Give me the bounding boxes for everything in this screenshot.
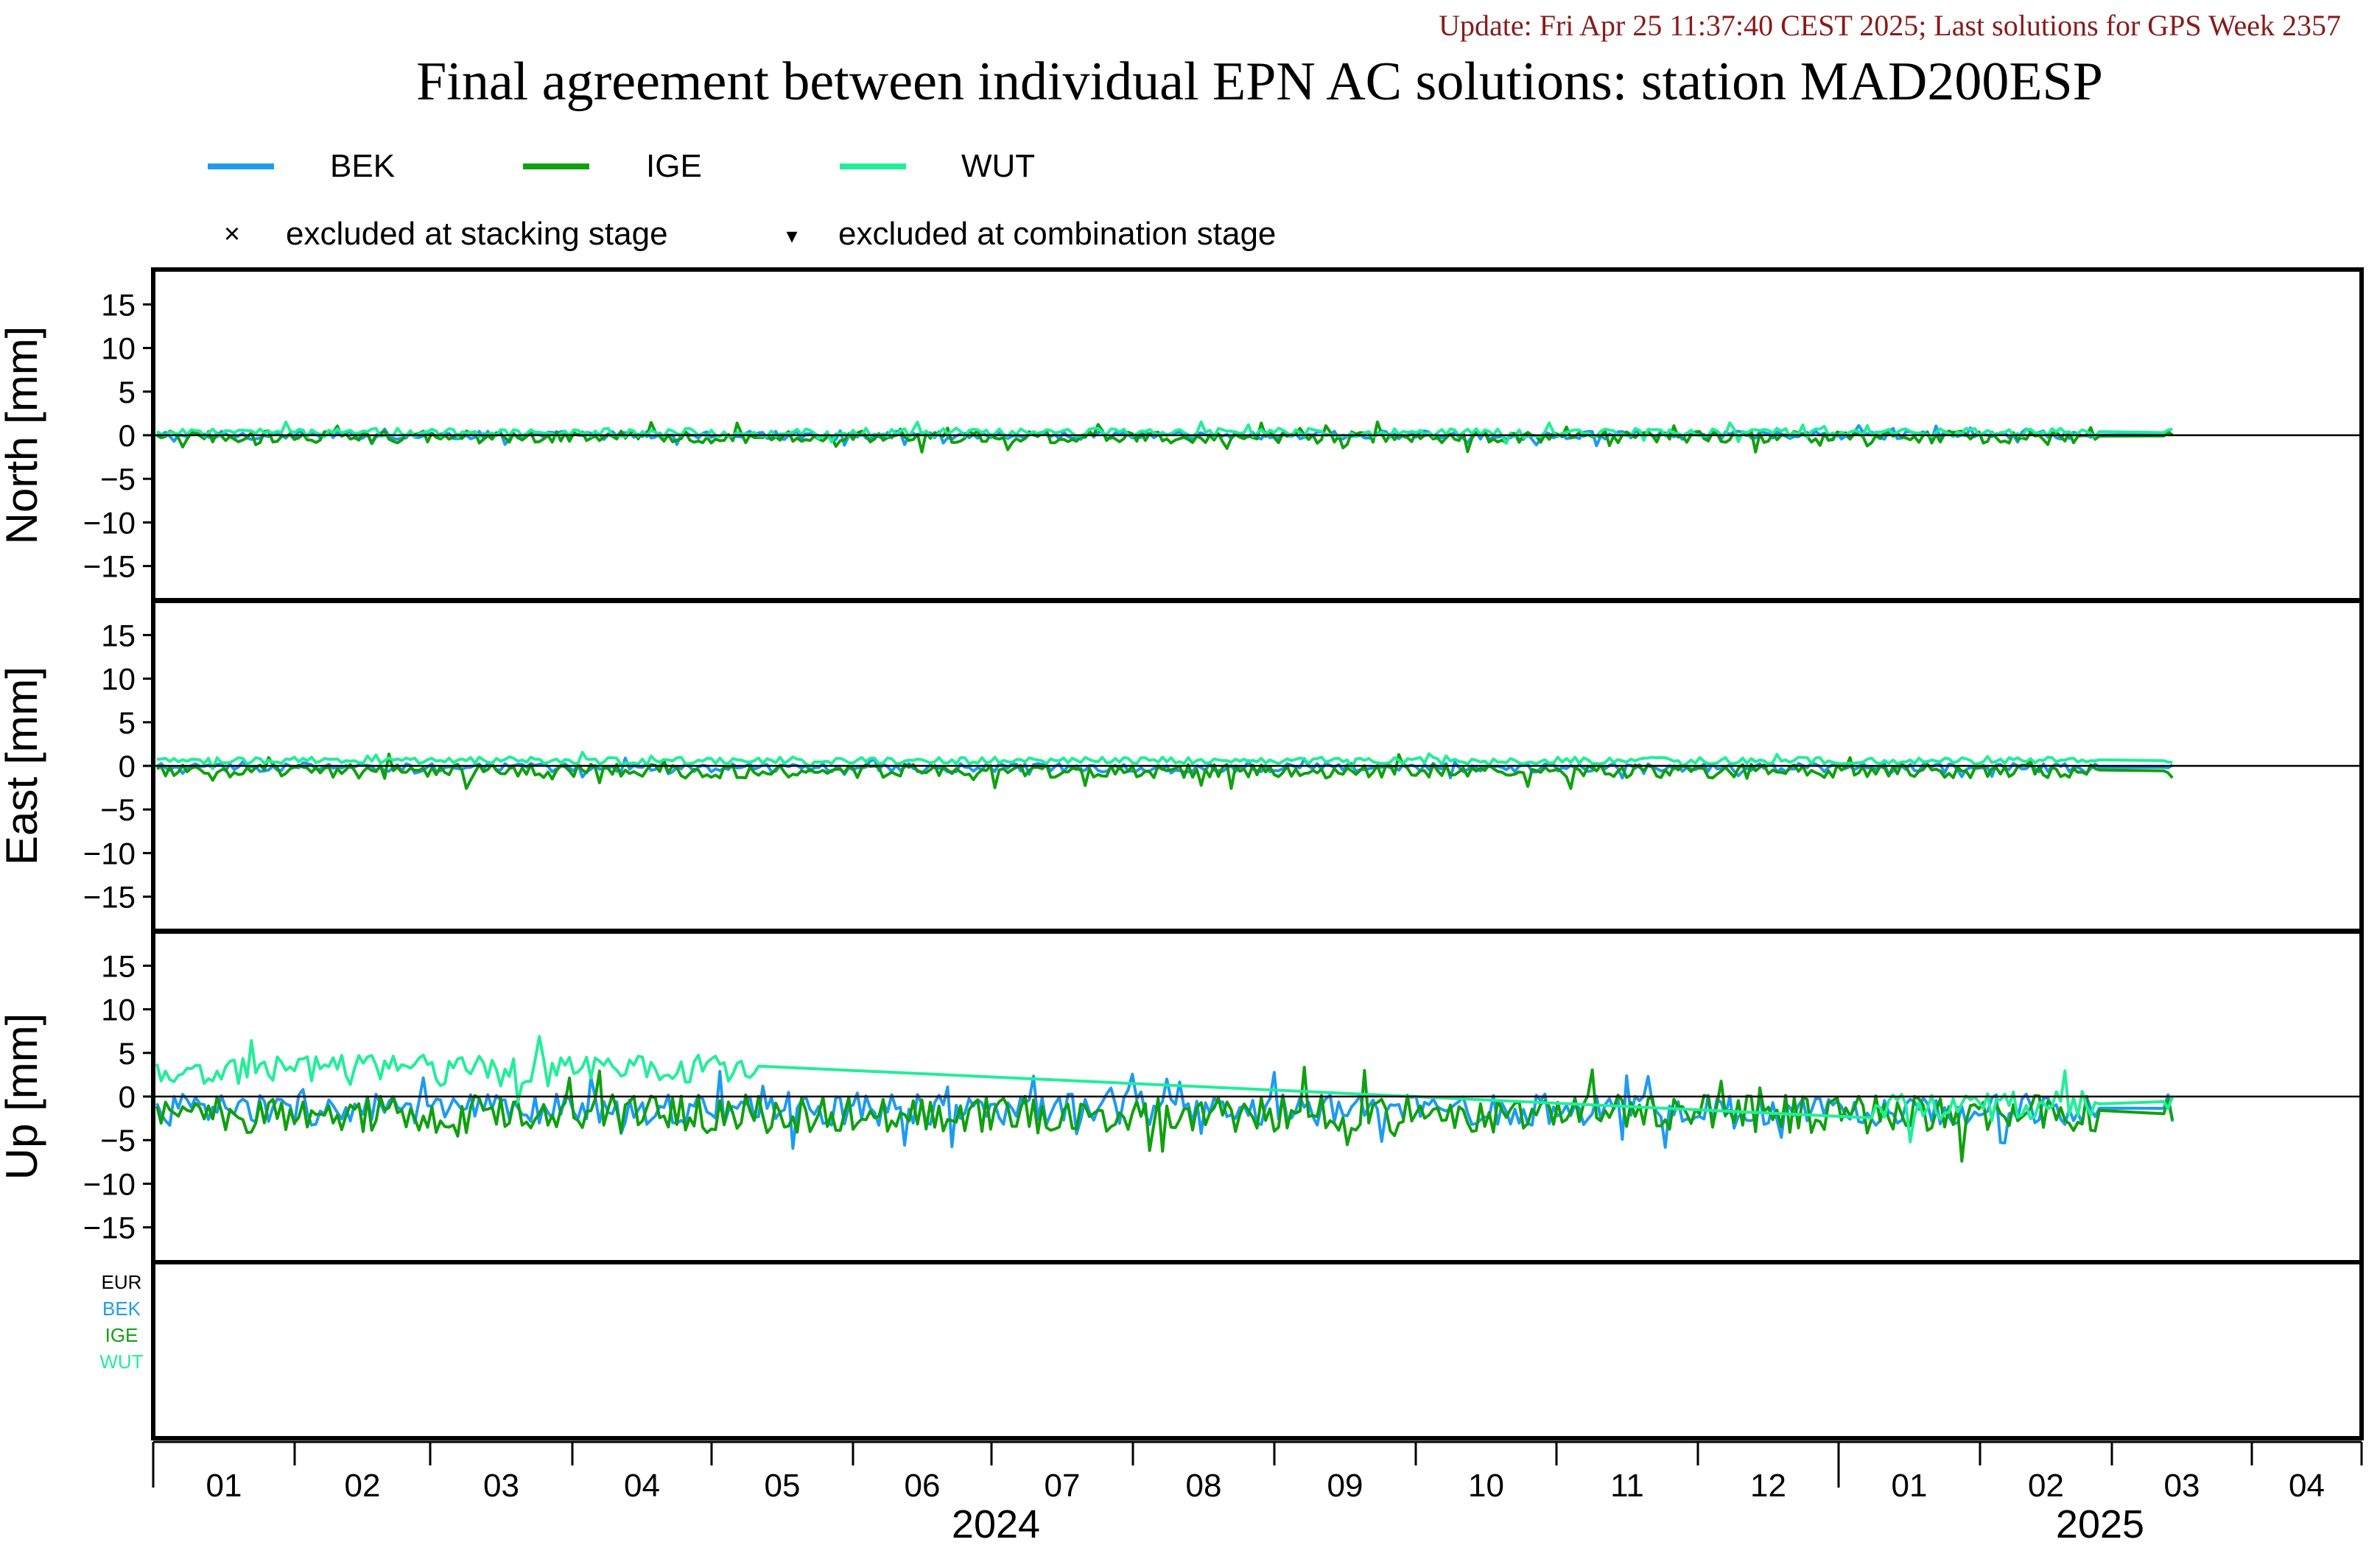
y-tick-label: 15 (101, 287, 136, 322)
exclusion-label-eur: EUR (102, 1271, 142, 1293)
exclusion-label-ige: IGE (105, 1324, 138, 1346)
x-year-label: 2025 (2056, 1502, 2144, 1545)
y-tick-label: −15 (83, 549, 136, 584)
y-tick-label: 5 (119, 1036, 136, 1071)
exclusion-label-bek: BEK (102, 1298, 141, 1320)
y-tick-label: 10 (101, 662, 136, 697)
series-line-ige (155, 1066, 2174, 1163)
panels: 15 10 5 0 −5 −10 −15 North [mm] 15 10 5 0 −5 −10 −15 Ea… (0, 267, 2364, 1264)
page-title: Final agreement between individual EPN A… (416, 52, 2103, 112)
y-tick-label: 10 (101, 331, 136, 366)
x-tick-label: 03 (483, 1468, 519, 1504)
y-tick-label: 5 (119, 705, 136, 740)
legend: BEK IGE WUT × excluded at stacking stage… (208, 148, 1276, 252)
y-tick-label: −5 (100, 792, 136, 827)
exclusion-panel-frame (151, 1260, 2364, 1440)
y-tick-label: −5 (100, 462, 136, 496)
x-tick-label: 06 (905, 1468, 941, 1504)
y-tick-label: −15 (83, 880, 136, 915)
legend-label-bek: BEK (330, 148, 395, 184)
panel-east: 15 10 5 0 −5 −10 −15 East [mm] (0, 598, 2364, 934)
y-tick-label: −10 (83, 505, 136, 540)
series-line-ige (155, 752, 2174, 790)
y-tick-label: 0 (119, 418, 136, 453)
y-axis-label: East [mm] (0, 666, 46, 865)
x-tick-label: 01 (206, 1468, 242, 1504)
y-tick-label: 0 (119, 1080, 136, 1114)
exclusion-panel-labels: EUR BEK IGE WUT (99, 1271, 143, 1373)
x-tick-label: 02 (2028, 1468, 2064, 1504)
legend-label-ige: IGE (646, 148, 702, 184)
y-axis-label: Up [mm] (0, 1013, 46, 1180)
y-tick-label: 15 (101, 618, 136, 652)
x-tick-label: 07 (1045, 1468, 1081, 1504)
y-tick-label: 5 (119, 375, 136, 409)
x-tick-label: 10 (1468, 1468, 1504, 1504)
x-tick-label: 04 (2289, 1468, 2325, 1504)
combination-marker-icon: ▾ (786, 224, 797, 248)
panel-north: 15 10 5 0 −5 −10 −15 North [mm] (0, 267, 2364, 603)
y-tick-label: −10 (83, 836, 136, 870)
y-tick-label: 10 (101, 993, 136, 1027)
y-tick-label: −15 (83, 1211, 136, 1245)
panel-up: 15 10 5 0 −5 −10 −15 Up [mm] (0, 929, 2364, 1264)
stacking-marker-icon: × (224, 219, 240, 250)
x-year-label: 2024 (952, 1502, 1040, 1545)
x-tick-label: 05 (765, 1468, 801, 1504)
x-tick-label: 01 (1892, 1468, 1928, 1504)
combination-marker-label: excluded at combination stage (838, 216, 1276, 252)
series-line-wut (156, 750, 2173, 771)
series-line-wut (155, 1035, 2174, 1144)
x-tick-label: 03 (2164, 1468, 2200, 1504)
stacking-marker-label: excluded at stacking stage (286, 216, 668, 252)
x-tick-label: 02 (345, 1468, 381, 1504)
x-axis: 01 02 03 04 05 06 07 08 09 10 11 12 01 02 03 04 2024 2025 (152, 1440, 2363, 1545)
y-axis-label: North [mm] (0, 326, 46, 545)
x-tick-label: 04 (624, 1468, 660, 1504)
x-tick-label: 12 (1750, 1468, 1786, 1504)
x-tick-label: 11 (1610, 1468, 1644, 1504)
legend-label-wut: WUT (961, 148, 1035, 184)
exclusion-label-wut: WUT (99, 1351, 143, 1373)
update-text: Update: Fri Apr 25 11:37:40 CEST 2025; L… (1439, 9, 2341, 42)
x-tick-label: 08 (1186, 1468, 1222, 1504)
y-tick-label: −5 (100, 1123, 136, 1158)
y-tick-label: −10 (83, 1166, 136, 1201)
y-tick-label: 15 (101, 949, 136, 983)
y-tick-label: 0 (119, 749, 136, 784)
x-tick-label: 09 (1327, 1468, 1363, 1504)
